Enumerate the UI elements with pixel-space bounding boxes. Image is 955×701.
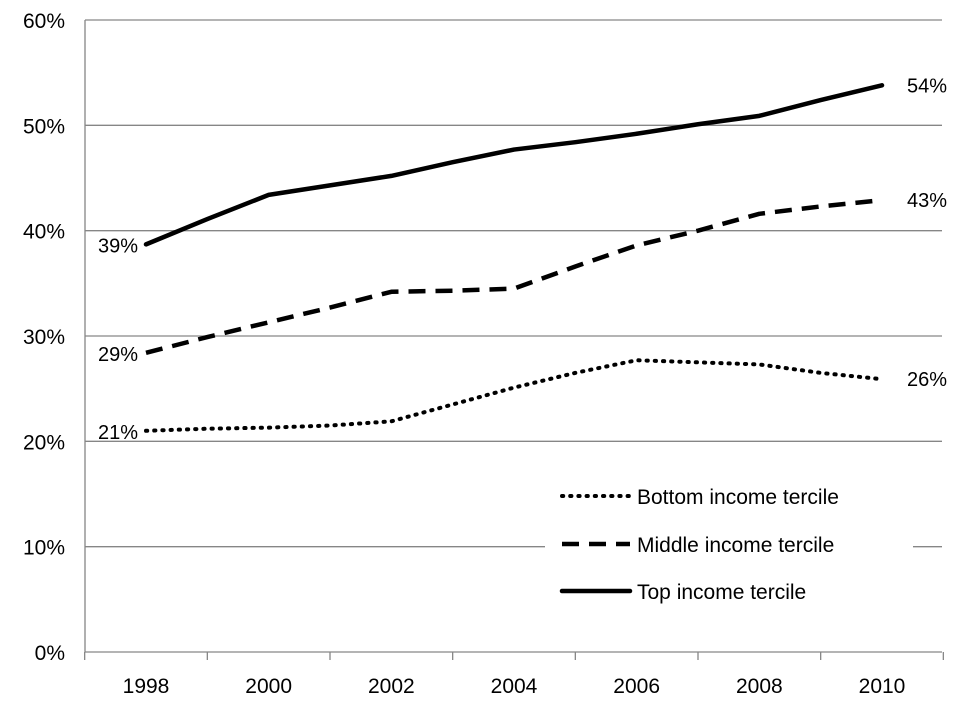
legend-label: Bottom income tercile [637, 486, 839, 509]
x-tick-label: 1998 [123, 675, 170, 698]
y-tick-label: 40% [23, 221, 65, 244]
x-tick-label: 2006 [613, 675, 660, 698]
y-tick-label: 50% [23, 115, 65, 138]
data-labels: 21% 26% 29% 43% 39% 54% [98, 75, 947, 443]
end-value-label: 26% [907, 369, 947, 391]
x-tick-label: 2008 [736, 675, 783, 698]
series-line-dotted [144, 358, 884, 433]
y-tick-label: 10% [23, 537, 65, 560]
x-tick-label: 2002 [368, 675, 415, 698]
axes [84, 20, 944, 660]
y-tick-label: 60% [23, 10, 65, 33]
start-value-label: 29% [98, 344, 138, 366]
x-axis-tick-labels: 1998 2000 2002 2004 2006 2008 2010 [123, 675, 906, 698]
y-tick-label: 20% [23, 431, 65, 454]
x-tick-label: 2004 [491, 675, 538, 698]
start-value-label: 21% [98, 422, 138, 444]
y-tick-label: 0% [35, 642, 65, 665]
gridlines [85, 19, 942, 548]
legend-label: Top income tercile [637, 581, 806, 604]
legend-label: Middle income tercile [637, 534, 834, 557]
series-line-dashed [145, 197, 883, 356]
end-value-label: 43% [907, 190, 947, 212]
y-tick-label: 30% [23, 326, 65, 349]
x-tick-label: 2000 [245, 675, 292, 698]
end-value-label: 54% [907, 75, 947, 97]
legend: Bottom income tercile Middle income terci… [545, 470, 913, 620]
legend-background [545, 470, 913, 620]
y-axis-tick-labels: 0% 10% 20% 30% 40% 50% 60% [23, 10, 65, 665]
x-tick-label: 2010 [859, 675, 906, 698]
start-value-label: 39% [98, 235, 138, 257]
series-line-solid [143, 83, 885, 247]
series-lines [143, 83, 885, 433]
